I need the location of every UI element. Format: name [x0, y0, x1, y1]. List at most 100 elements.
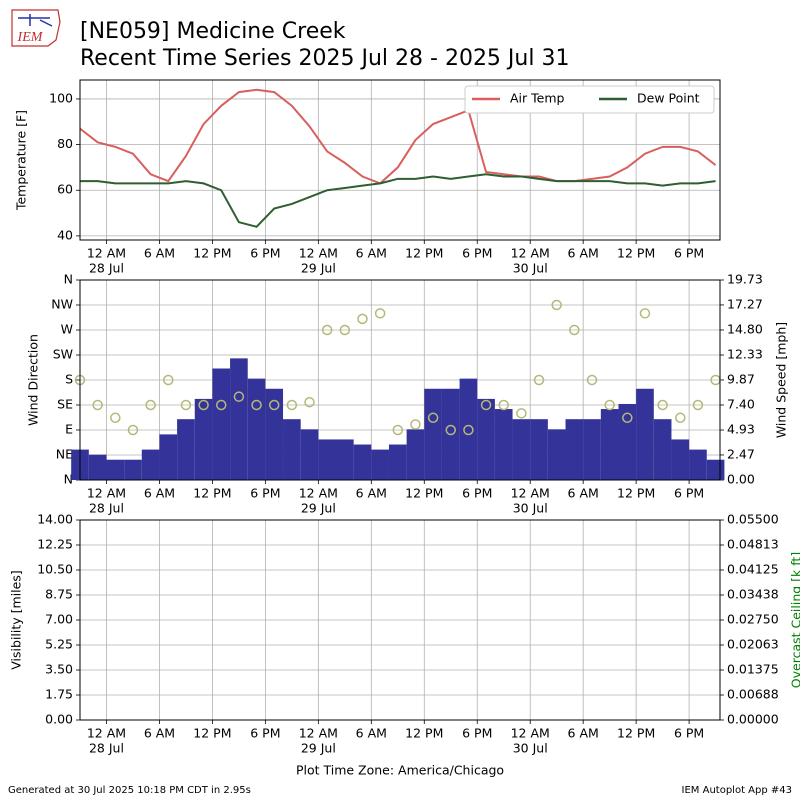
x-tick-label: 12 PM	[617, 246, 655, 261]
y-tick-label: 10.50	[37, 562, 73, 577]
wind-direction-point	[374, 308, 386, 319]
wind-speed-bar	[194, 398, 213, 480]
wind-speed-bar	[318, 439, 336, 480]
wind-direction-point	[622, 412, 633, 424]
x-tick-date: 30 Jul	[513, 741, 548, 756]
wind-speed-bar	[388, 444, 407, 480]
wind-speed-bar	[247, 378, 266, 480]
y-tick-label: 12.25	[37, 537, 73, 552]
wind-speed-bar	[159, 434, 178, 480]
y2-tick-label: 7.40	[727, 396, 755, 411]
y2-tick-label: 0.03438	[727, 587, 779, 602]
wind-speed-bar	[600, 409, 619, 480]
x-tick-label: 12 AM	[87, 486, 126, 501]
wind-speed-bar	[424, 388, 442, 480]
x-tick-label: 12 PM	[617, 486, 655, 501]
wind-direction-point	[692, 399, 704, 411]
legend-label: Dew Point	[637, 91, 700, 106]
wind-direction-point	[445, 424, 457, 436]
y2-tick-label: 0.01375	[727, 662, 779, 677]
wind-speed-bar	[106, 459, 125, 480]
legend-box	[464, 85, 715, 114]
wind-direction-point	[198, 399, 209, 411]
wind-speed-bar	[706, 459, 725, 480]
wind-speed-bar	[283, 419, 301, 480]
y-tick-label: 100	[49, 90, 73, 105]
y-tick-label: 80	[57, 136, 73, 151]
wind-direction-point	[127, 424, 139, 436]
x-tick-label: 12 PM	[405, 726, 443, 741]
wind-direction-point	[463, 424, 474, 436]
y2-tick-label: 0.04813	[727, 537, 779, 552]
logo: IEM	[11, 9, 61, 47]
y-axis-label: Wind Direction	[26, 334, 41, 426]
x-tick-label: 12 AM	[299, 246, 338, 261]
x-tick-label: 12 AM	[511, 486, 550, 501]
axes-frame	[79, 279, 721, 481]
wind-direction-point	[304, 396, 315, 408]
x-tick-label: 6 AM	[144, 486, 175, 501]
wind-direction-point	[410, 419, 421, 430]
wind-direction-point	[145, 399, 156, 411]
x-tick-label: 6 AM	[356, 726, 387, 741]
y-tick-label: 0.00	[45, 712, 73, 727]
y2-tick-label: 0.00688	[727, 687, 779, 702]
y-tick-label: 14.00	[37, 512, 73, 527]
y2-tick-label: 19.73	[727, 272, 763, 287]
x-tick-label: 12 PM	[617, 726, 655, 741]
wind-direction-point	[251, 399, 262, 411]
y-tick-label: NE	[56, 447, 73, 462]
y2-axis-label: Wind Speed [mph]	[774, 322, 789, 438]
wind-speed-bar	[530, 419, 548, 480]
y2-tick-label: 4.93	[727, 422, 755, 437]
wind-direction-point	[569, 324, 580, 336]
y-axis-label: Temperature [F]	[14, 110, 29, 211]
y2-tick-label: 0.02063	[727, 637, 779, 652]
wind-speed-bar	[583, 419, 601, 480]
y-tick-label: 8.75	[45, 587, 73, 602]
x-tick-label: 6 PM	[250, 726, 280, 741]
wind-speed-bar	[671, 439, 690, 480]
wind-direction-point	[586, 374, 598, 386]
x-tick-label: 6 PM	[250, 486, 280, 501]
axes-frame	[79, 79, 721, 241]
wind-direction-point	[657, 399, 668, 411]
x-tick-label: 6 AM	[568, 726, 599, 741]
wind-speed-bar	[494, 409, 513, 480]
y-axis-label: Visibility [miles]	[9, 570, 24, 669]
x-tick-date: 28 Jul	[89, 261, 124, 276]
wind-direction-point	[92, 399, 103, 411]
x-tick-label: 6 PM	[462, 726, 492, 741]
x-tick-label: 6 PM	[674, 246, 704, 261]
wind-speed-bar	[336, 439, 354, 480]
x-tick-label: 6 AM	[356, 246, 387, 261]
x-tick-label: 12 PM	[193, 486, 231, 501]
wind-direction-point	[180, 399, 192, 411]
wind-direction-point	[233, 391, 245, 402]
wind-speed-bar	[459, 378, 478, 480]
y2-tick-label: 0.05500	[727, 512, 779, 527]
axes-frame	[79, 519, 721, 721]
y-tick-label: 3.50	[45, 662, 73, 677]
y-tick-label: 60	[57, 182, 73, 197]
x-tick-label: 12 PM	[405, 246, 443, 261]
x-tick-date: 29 Jul	[301, 261, 336, 276]
x-tick-label: 12 AM	[299, 726, 338, 741]
wind-direction-point	[215, 399, 227, 411]
y2-tick-label: 0.04125	[727, 562, 779, 577]
x-tick-label: 6 PM	[674, 486, 704, 501]
wind-direction-point	[286, 399, 298, 411]
y2-tick-label: 14.80	[727, 321, 763, 336]
x-tick-label: 6 AM	[144, 726, 175, 741]
wind-speed-bar	[565, 419, 584, 480]
x-tick-label: 6 AM	[568, 486, 599, 501]
y2-tick-label: 0.00000	[727, 712, 779, 727]
y2-tick-label: 0.02750	[727, 612, 779, 627]
x-tick-label: 12 AM	[511, 726, 550, 741]
wind-direction-point	[516, 408, 527, 419]
x-tick-label: 12 AM	[87, 726, 126, 741]
x-tick-label: 6 AM	[356, 486, 387, 501]
wind-speed-bar	[88, 454, 107, 480]
wind-direction-point	[427, 412, 439, 424]
y-tick-label: 7.00	[45, 612, 73, 627]
